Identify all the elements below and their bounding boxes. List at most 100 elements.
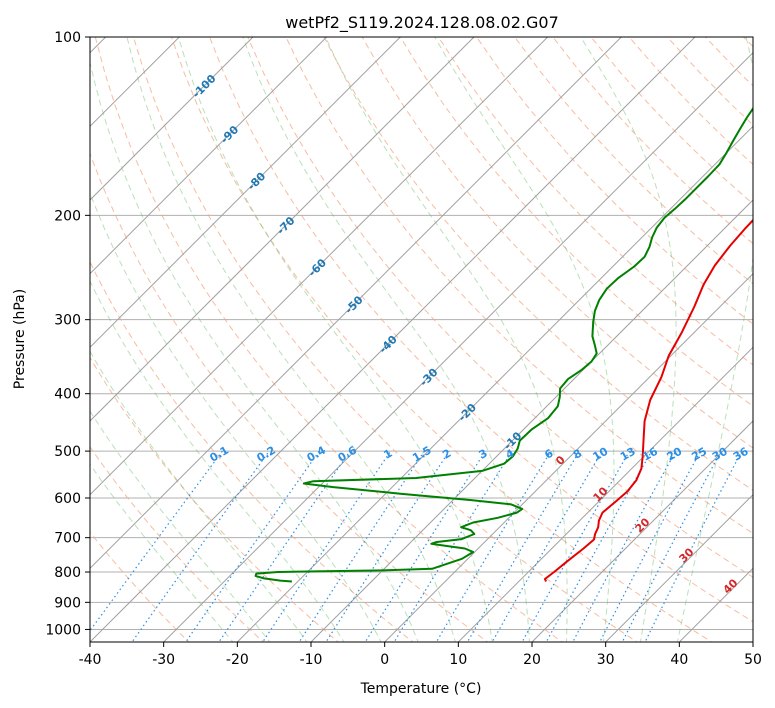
dry-adiabat-line: [132, 37, 638, 642]
moist-adiabat-line: [242, 37, 530, 642]
y-tick-label: 400: [54, 387, 81, 403]
dry-adiabat-line: [285, 37, 753, 535]
dry-adiabat-line: [247, 37, 753, 578]
isotherm-line: [90, 37, 549, 496]
isotherm-line: [383, 272, 753, 642]
isotherm-line: [162, 51, 753, 642]
dry-adiabat-line: [90, 531, 190, 642]
mixing-ratio-label: 10: [591, 445, 611, 464]
mixing-ratio-line: [621, 450, 722, 642]
x-tick-label: -10: [300, 652, 323, 668]
x-tick-label: 40: [670, 652, 688, 668]
y-axis: 1000 900 800 700 600 500 400 300 200 100: [45, 30, 90, 638]
isotherm-line: [90, 37, 328, 275]
y-tick-label: 500: [54, 444, 81, 460]
plot-frame: [89, 36, 754, 643]
dry-adiabat-line: [476, 37, 753, 325]
moist-adiabat-line: [90, 280, 345, 642]
mixing-ratio-line: [364, 450, 486, 642]
mixing-ratio-label: 13: [618, 445, 638, 464]
profiles: [254, 106, 753, 583]
dry-adiabat-line: [209, 37, 753, 623]
isotherm-line: [531, 420, 753, 642]
mixing-ratio-line: [262, 450, 392, 642]
mixing-ratio-label: 1: [382, 447, 395, 462]
dry-adiabat-line: [171, 37, 713, 642]
x-tick-label: 50: [744, 652, 762, 668]
dry-adiabat-line: [323, 37, 753, 491]
moist-adiabat-line: [676, 37, 753, 642]
mixing-ratio-line: [131, 450, 270, 642]
x-tick-label: 30: [597, 652, 615, 668]
mixing-ratio-line: [644, 450, 743, 642]
isotherm-line: [90, 37, 623, 570]
dry-adiabat-line: [90, 356, 340, 642]
x-axis: -40 -30 -20 -10 0 10 20 30 40 50: [79, 642, 762, 668]
x-tick-label: -30: [152, 652, 175, 668]
moist-adiabat-label: 10: [591, 484, 611, 504]
moist-adiabat-line: [90, 463, 234, 642]
x-tick-label: 10: [449, 652, 467, 668]
y-tick-label: 600: [54, 491, 81, 507]
moist-adiabat-line: [325, 37, 568, 642]
x-axis-label: Temperature (°C): [360, 681, 482, 697]
isotherm-line: [90, 37, 696, 642]
dry-adiabat-line: [90, 446, 265, 642]
dewpoint-profile-line: [254, 106, 753, 583]
isotherm-line: [90, 37, 402, 349]
y-tick-label: 300: [54, 313, 81, 329]
mixing-ratio-line: [325, 450, 450, 642]
moist-adiabat-line: [90, 191, 382, 642]
isotherm-line: [90, 37, 475, 422]
moist-adiabat-line: [126, 37, 456, 642]
moist-adiabat-label: 40: [721, 576, 741, 596]
temperature-profile-line: [543, 218, 753, 582]
dry-adiabat-line: [361, 37, 753, 449]
dry-adiabat-line: [743, 37, 753, 48]
mixing-ratio-line: [572, 450, 677, 642]
dry-adiabat-line: [90, 260, 414, 642]
mixing-ratio-label: 0.6: [336, 443, 360, 464]
mixing-ratio-label: 8: [571, 447, 584, 462]
isotherm-line: [457, 346, 753, 642]
x-tick-label: -40: [79, 652, 102, 668]
mixing-ratio-label: 25: [689, 445, 709, 464]
mixing-ratio-line: [218, 450, 351, 642]
y-tick-label: 100: [54, 30, 81, 46]
mixing-ratio-label: 0.2: [254, 444, 277, 465]
mixing-ratio-line: [491, 450, 603, 642]
x-tick-label: 0: [380, 652, 389, 668]
isotherm-line: [90, 37, 181, 128]
moist-adiabat-line: [90, 60, 419, 642]
mixing-ratio-line: [435, 450, 552, 642]
mixing-ratio-line: [466, 450, 580, 642]
y-tick-label: 800: [54, 565, 81, 581]
dry-adiabat-line: [399, 37, 753, 407]
mixing-ratio-label: 2: [440, 447, 453, 462]
isotherm-line: [604, 493, 753, 642]
moist-adiabat-line: [580, 37, 677, 642]
mixing-ratio-line: [393, 450, 513, 642]
dry-adiabat-line: [94, 37, 564, 642]
x-tick-label: -20: [226, 652, 249, 668]
mixing-ratio-line: [298, 450, 425, 642]
moist-adiabat-line: [90, 410, 271, 642]
y-tick-label: 900: [54, 595, 81, 611]
mixing-ratio-label: 36: [731, 445, 751, 464]
y-tick-label: 700: [54, 531, 81, 547]
mixing-ratio-line: [521, 450, 631, 642]
moist-adiabat-label: 30: [677, 545, 697, 565]
dry-adiabat-line: [90, 152, 489, 642]
x-tick-label: 20: [523, 652, 541, 668]
moist-adiabat-label: 20: [633, 515, 653, 535]
dry-adiabat-line: [437, 37, 753, 366]
mixing-ratio-label: 1.5: [410, 444, 433, 465]
y-tick-label: 200: [54, 208, 81, 224]
mixing-ratio-line: [90, 450, 223, 632]
dry-adiabat-line: [514, 37, 753, 285]
moist-adiabat-line: [434, 37, 615, 642]
isotherm-line: [752, 641, 753, 642]
y-axis-label: Pressure (hPa): [12, 289, 28, 389]
isotherm-line: [310, 199, 753, 642]
